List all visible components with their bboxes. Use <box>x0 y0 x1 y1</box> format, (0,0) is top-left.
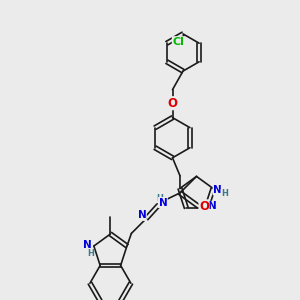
Text: H: H <box>157 194 163 203</box>
Text: O: O <box>167 97 178 110</box>
Text: H: H <box>221 189 228 198</box>
Text: H: H <box>87 249 94 258</box>
Text: N: N <box>158 197 167 208</box>
Text: N: N <box>83 240 92 250</box>
Text: O: O <box>199 200 209 213</box>
Text: N: N <box>137 210 146 220</box>
Text: N: N <box>213 185 222 195</box>
Text: Cl: Cl <box>172 37 184 47</box>
Text: N: N <box>208 201 217 212</box>
